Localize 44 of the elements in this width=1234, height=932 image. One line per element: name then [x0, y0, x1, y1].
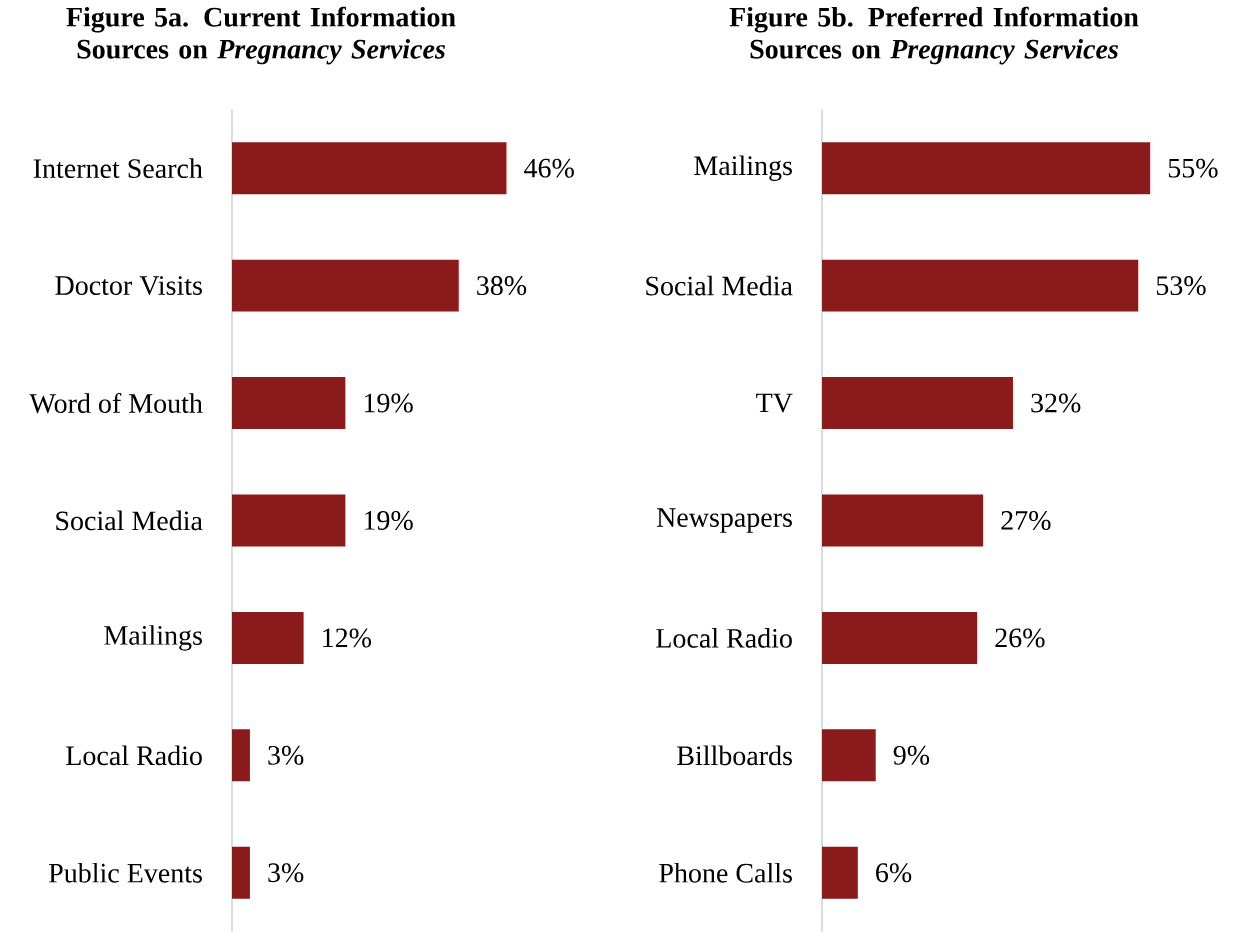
- y-tick-label: TV: [756, 393, 793, 413]
- y-tick-label: Public Events: [48, 862, 202, 883]
- y-tick-label: Social Media: [56, 510, 203, 531]
- y-tick-label: Newspapers: [656, 508, 792, 533]
- y-tick-label: Local Radio: [66, 745, 202, 766]
- bar: [822, 259, 1139, 312]
- y-tick-label: Word of Mouth: [29, 392, 203, 413]
- bar: [232, 259, 459, 312]
- bar: [822, 729, 876, 782]
- data-label: 6%: [876, 863, 912, 883]
- data-label: 3%: [268, 745, 304, 765]
- data-label: 32%: [1031, 393, 1081, 413]
- bar: [232, 611, 304, 664]
- bar: [822, 846, 858, 899]
- bar: [822, 494, 984, 547]
- bar: [822, 611, 978, 664]
- bar: [232, 729, 250, 782]
- data-label: 26%: [995, 628, 1045, 648]
- data-label: 55%: [1168, 158, 1218, 178]
- y-tick-label: Local Radio: [656, 627, 792, 648]
- data-label: 12%: [323, 628, 372, 648]
- data-label: 46%: [524, 158, 574, 178]
- y-tick-label: Phone Calls: [659, 862, 792, 883]
- data-label: 19%: [364, 393, 413, 413]
- y-tick-label: Social Media: [646, 275, 793, 296]
- bar: [232, 846, 250, 899]
- y-tick-label: Doctor Visits: [55, 276, 202, 295]
- data-label: 19%: [364, 510, 413, 530]
- bar: [232, 376, 346, 429]
- data-label: 3%: [268, 863, 304, 883]
- data-label: 9%: [893, 745, 930, 765]
- chart-title: Figure 5b. Preferred Information Sources on Pregnancy Services: [729, 6, 1139, 65]
- y-tick-label: Internet Search: [33, 158, 203, 178]
- bar: [822, 376, 1013, 429]
- data-label: 27%: [1001, 510, 1051, 530]
- data-label: 53%: [1156, 275, 1206, 295]
- y-tick-label: Mailings: [104, 625, 202, 651]
- bar: [232, 494, 346, 547]
- chart-title: Figure 5a. Current Information Sources on Pregnancy Services: [66, 6, 456, 65]
- bar: [232, 142, 507, 195]
- data-label: 38%: [477, 275, 527, 295]
- bar: [822, 142, 1151, 195]
- y-tick-label: Billboards: [677, 745, 792, 766]
- y-tick-label: Mailings: [694, 155, 792, 181]
